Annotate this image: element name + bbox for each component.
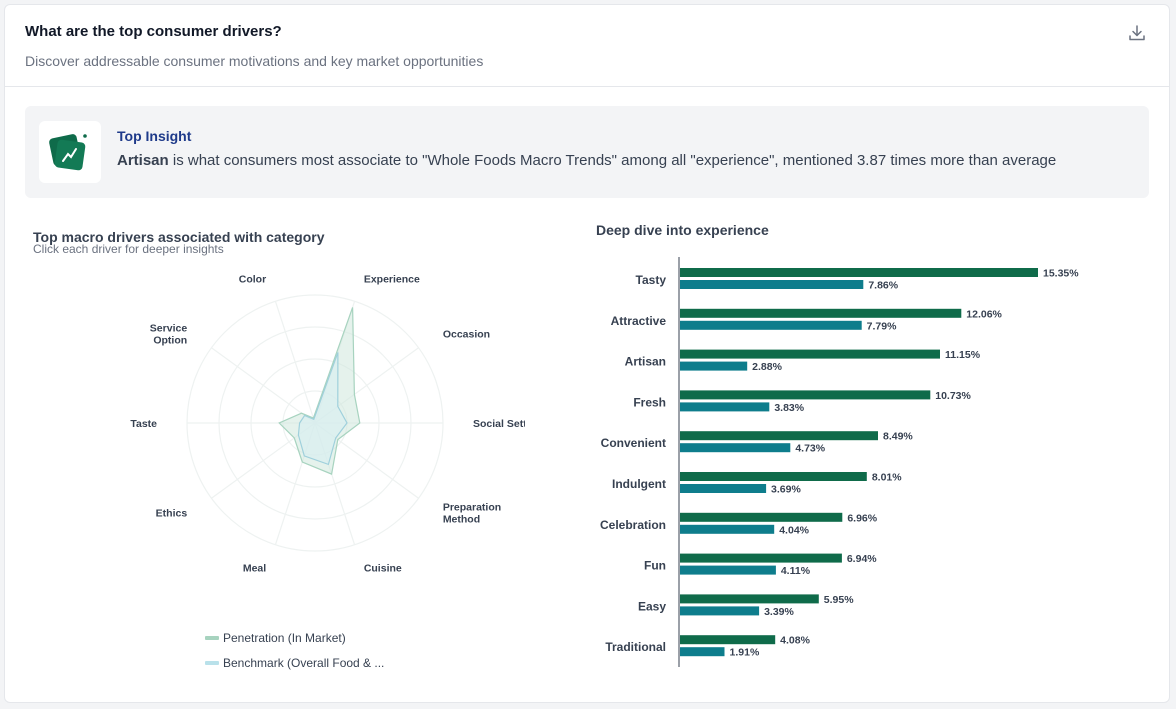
radar-axis-label[interactable]: Occasion [443, 329, 490, 341]
bar-value-label: 7.79% [867, 320, 897, 332]
bar-value-label: 8.49% [883, 431, 913, 443]
bar-penetration[interactable] [680, 553, 842, 563]
legend-item-penetration[interactable]: Penetration (In Market) [205, 625, 384, 650]
bar-benchmark[interactable] [680, 320, 862, 330]
bar-value-label: 4.04% [779, 524, 809, 536]
radar-axis-label[interactable]: Service Option [150, 323, 188, 347]
bar-category-label[interactable]: Attractive [611, 314, 667, 328]
bar-penetration[interactable] [680, 349, 940, 359]
bar-benchmark[interactable] [680, 484, 767, 493]
bar-benchmark[interactable] [680, 565, 776, 575]
radar-axis-label[interactable]: Color [239, 273, 266, 285]
radar-axis-label[interactable]: Preparation Method [443, 501, 501, 525]
radar-chart-subtitle: Click each driver for deeper insights [33, 242, 224, 256]
top-insight-panel: Top Insight Artisan is what consumers mo… [25, 106, 1149, 198]
bar-penetration[interactable] [680, 268, 1038, 277]
bar-benchmark[interactable] [680, 524, 775, 534]
radar-grid-spoke [211, 347, 316, 424]
bar-value-label: 6.94% [847, 553, 877, 565]
bar-value-label: 3.39% [764, 606, 794, 618]
bar-value-label: 11.15% [945, 349, 981, 361]
radar-grid-spoke [274, 301, 316, 424]
bar-value-label: 7.86% [868, 280, 898, 292]
bar-penetration[interactable] [680, 594, 819, 604]
insight-text: Artisan is what consumers most associate… [117, 152, 1056, 169]
bar-penetration[interactable] [680, 512, 843, 522]
bar-value-label: 15.35% [1043, 268, 1079, 280]
bar-value-label: 4.11% [781, 565, 811, 577]
card-subtitle: Discover addressable consumer motivation… [25, 53, 484, 69]
bar-category-label[interactable]: Artisan [625, 355, 666, 369]
bar-category-label[interactable]: Traditional [605, 640, 666, 654]
consumer-drivers-card: What are the top consumer drivers? Disco… [4, 4, 1170, 703]
bar-penetration[interactable] [680, 308, 962, 318]
insight-label: Top Insight [117, 128, 192, 144]
radar-axis-label[interactable]: Cuisine [364, 563, 402, 575]
bar-value-label: 12.06% [966, 308, 1002, 320]
bar-category-label[interactable]: Tasty [636, 273, 667, 287]
card-header: What are the top consumer drivers? Disco… [5, 5, 1169, 87]
bar-benchmark[interactable] [680, 647, 725, 657]
legend-swatch-penetration [205, 635, 219, 640]
bar-benchmark[interactable] [680, 402, 770, 412]
bar-category-label[interactable]: Indulgent [612, 477, 666, 491]
card-title: What are the top consumer drivers? [25, 23, 282, 40]
bar-value-label: 4.73% [795, 443, 825, 455]
bar-value-label: 2.88% [752, 361, 782, 373]
radar-legend: Penetration (In Market) Benchmark (Overa… [205, 625, 384, 675]
bar-value-label: 4.08% [780, 635, 810, 647]
bar-value-label: 5.95% [824, 594, 854, 606]
bar-category-label[interactable]: Celebration [600, 518, 666, 532]
bar-chart-title: Deep dive into experience [596, 222, 769, 238]
bar-penetration[interactable] [680, 472, 867, 481]
radar-series-1 [297, 352, 348, 466]
bar-category-label[interactable]: Convenient [601, 436, 666, 450]
bar-penetration[interactable] [680, 635, 776, 645]
bar-penetration[interactable] [680, 431, 878, 441]
bar-benchmark[interactable] [680, 280, 864, 289]
bar-benchmark[interactable] [680, 606, 760, 616]
bar-value-label: 10.73% [935, 390, 971, 402]
bar-value-label: 6.96% [847, 512, 877, 524]
insight-highlight: Artisan [117, 152, 169, 169]
bar-value-label: 8.01% [872, 472, 902, 484]
radar-chart-title: Top macro drivers associated with catego… [33, 229, 325, 245]
radar-axis-label[interactable]: Meal [243, 563, 266, 575]
bar-category-label[interactable]: Easy [638, 599, 666, 613]
radar-axis-label[interactable]: Social Setting [473, 418, 525, 430]
legend-label-penetration: Penetration (In Market) [223, 630, 346, 645]
bar-penetration[interactable] [680, 390, 931, 400]
radar-axis-label[interactable]: Experience [364, 273, 420, 285]
radar-axis-label[interactable]: Taste [130, 418, 157, 430]
radar-axis-label[interactable]: Ethics [156, 507, 188, 519]
insight-body: is what consumers most associate to "Who… [168, 152, 1057, 169]
insight-logo-icon [39, 121, 101, 183]
bar-benchmark[interactable] [680, 361, 748, 371]
radar-chart: Experience Occasion Social Setting Preparat… [130, 273, 525, 575]
bar-category-label[interactable]: Fresh [633, 395, 666, 409]
bar-value-label: 3.69% [771, 484, 801, 496]
bar-category-label[interactable]: Fun [644, 559, 666, 573]
legend-swatch-benchmark [205, 660, 219, 665]
bar-value-label: 3.83% [774, 402, 804, 414]
bar-chart: Tasty 15.35% 7.86% Attractive 12.06% 7.79% Art… [600, 257, 1079, 667]
legend-label-benchmark: Benchmark (Overall Food & ... [223, 655, 385, 670]
bar-value-label: 1.91% [730, 647, 760, 659]
bar-benchmark[interactable] [680, 443, 791, 453]
legend-item-benchmark[interactable]: Benchmark (Overall Food & ... [205, 650, 384, 675]
download-icon[interactable] [1127, 23, 1147, 43]
